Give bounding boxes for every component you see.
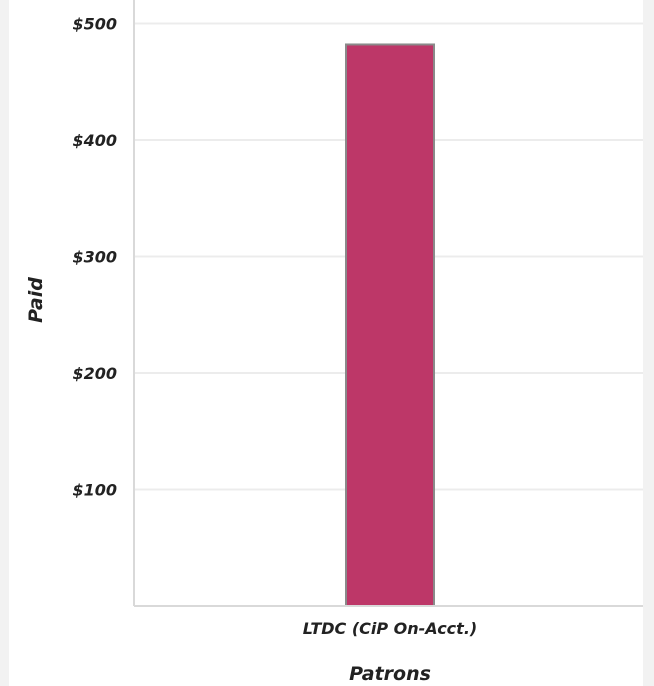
y-tick-label: $200 — [72, 364, 117, 383]
right-panel-edge — [643, 0, 654, 686]
x-axis-categories: LTDC (CiP On-Acct.) — [303, 619, 477, 638]
y-tick-label: $500 — [72, 15, 117, 34]
x-axis-title: Patrons — [349, 663, 431, 685]
y-tick-label: $300 — [72, 248, 117, 267]
y-axis-ticks: $100 $200 $300 $400 $500 — [72, 15, 117, 500]
left-panel-edge — [0, 0, 9, 686]
y-tick-label: $100 — [72, 481, 117, 500]
y-tick-label: $400 — [72, 131, 117, 150]
y-axis-title: Paid — [25, 277, 47, 323]
bars — [345, 43, 435, 608]
x-category-label: LTDC (CiP On-Acct.) — [303, 619, 477, 638]
bar[interactable] — [345, 43, 435, 608]
